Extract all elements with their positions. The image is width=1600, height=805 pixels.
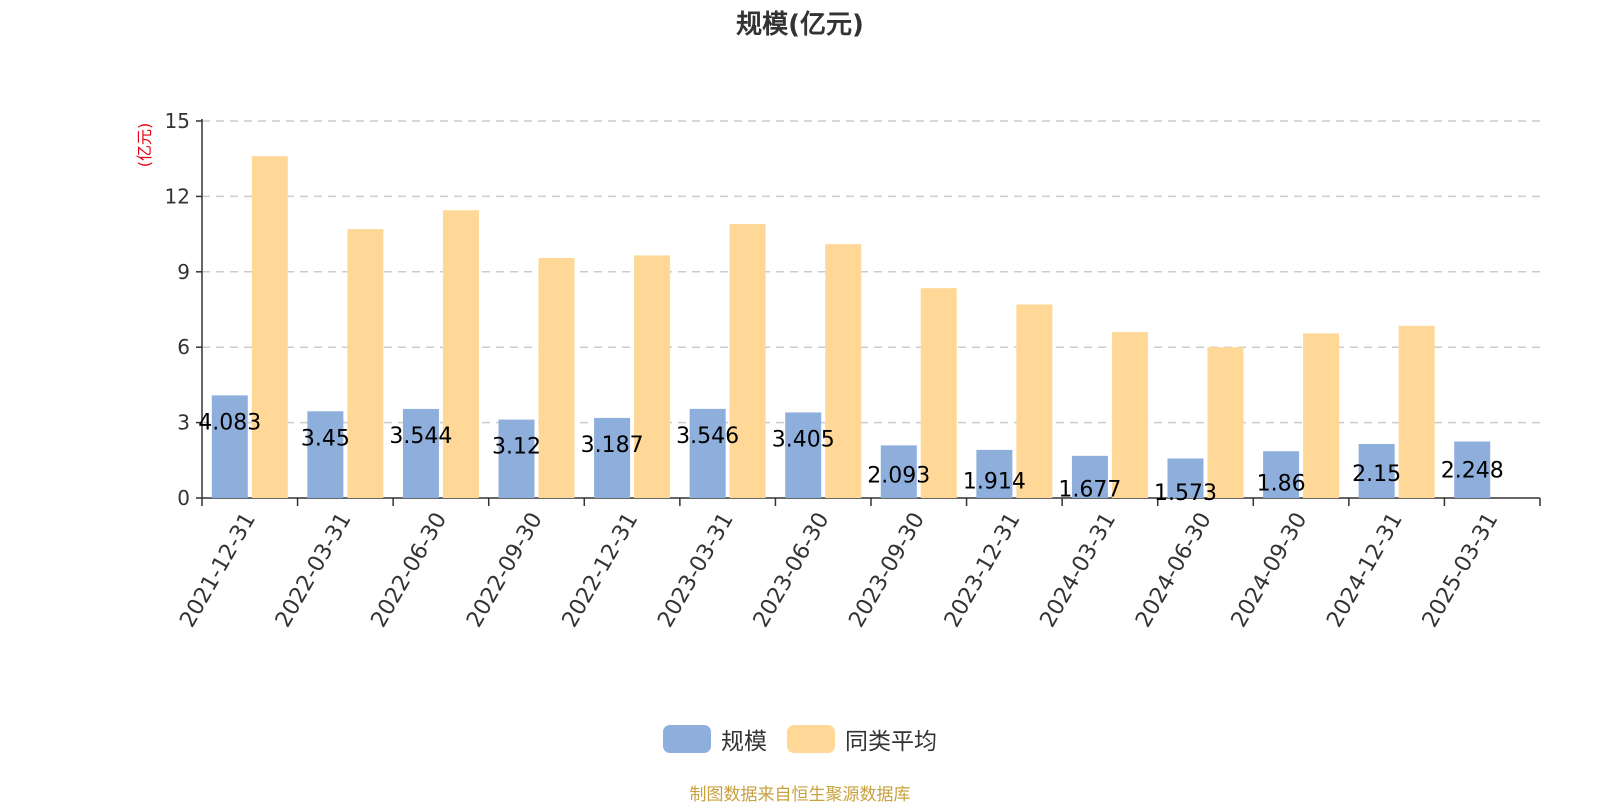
x-tick-label: 2022-12-31 (558, 509, 644, 632)
data-label-scale: 4.083 (198, 410, 261, 435)
x-tick-label: 2022-06-30 (367, 509, 453, 632)
legend-label-peer-average: 同类平均 (845, 729, 937, 755)
x-tick-label: 2024-03-31 (1036, 509, 1122, 632)
x-tick-label: 2025-03-31 (1418, 509, 1504, 632)
x-tick-label: 2023-06-30 (749, 509, 835, 632)
x-tick-label: 2023-12-31 (940, 509, 1026, 632)
legend-item-peer-average[interactable]: 同类平均 (787, 722, 937, 756)
chart-title: 规模(亿元) (736, 10, 864, 40)
data-label-scale: 2.15 (1352, 462, 1401, 487)
y-tick-label: 6 (177, 335, 190, 359)
x-tick-label: 2023-03-31 (653, 509, 739, 632)
x-tick-label: 2024-09-30 (1227, 509, 1313, 632)
bar-scale (880, 445, 917, 498)
data-label-scale: 3.187 (581, 433, 644, 458)
data-label-scale: 1.914 (963, 470, 1026, 495)
y-axis-unit-label: (亿元) (135, 123, 154, 168)
bar-scale (307, 411, 344, 498)
y-tick-label: 3 (177, 411, 190, 435)
data-label-scale: 2.093 (867, 464, 930, 489)
data-label-scale: 3.546 (676, 424, 739, 449)
x-tick-label: 2024-06-30 (1131, 509, 1217, 632)
y-tick-label: 12 (165, 184, 190, 208)
bar-peer-average (634, 255, 671, 498)
data-label-scale: 3.544 (389, 424, 452, 449)
bar-peer-average (1207, 347, 1244, 498)
legend-item-scale[interactable]: 规模 (663, 722, 767, 756)
bar-peer-average (729, 224, 766, 498)
bar-peer-average (825, 244, 862, 498)
bar-scale (1167, 458, 1204, 498)
x-tick-label: 2022-09-30 (462, 509, 548, 632)
data-label-scale: 2.248 (1441, 459, 1504, 484)
bar-scale (785, 412, 822, 498)
bar-peer-average (347, 229, 384, 498)
bar-peer-average (442, 210, 479, 498)
data-label-scale: 1.677 (1058, 477, 1121, 502)
y-tick-label: 15 (165, 109, 190, 133)
data-label-scale: 3.405 (772, 427, 835, 452)
bar-scale (1263, 451, 1300, 498)
legend: 规模 同类平均 (0, 722, 1600, 756)
bar-peer-average (251, 156, 288, 499)
x-tick-label: 2023-09-30 (844, 509, 930, 632)
bar-scale (1454, 441, 1491, 498)
bar-peer-average (1111, 332, 1148, 498)
x-tick-label: 2024-12-31 (1322, 509, 1408, 632)
bar-peer-average (1303, 333, 1340, 498)
x-tick-label: 2021-12-31 (175, 509, 261, 632)
bar-scale (498, 419, 535, 498)
bar-scale (402, 408, 439, 498)
source-note: 制图数据来自恒生聚源数据库 (689, 785, 911, 805)
bar-scale (1358, 443, 1395, 498)
data-label-scale: 1.86 (1257, 471, 1306, 496)
legend-swatch-peer-average (787, 725, 835, 753)
bar-scale (594, 417, 631, 498)
bar-peer-average (538, 257, 575, 498)
bar-scale (1071, 455, 1108, 498)
bar-scale (689, 408, 726, 498)
data-label-scale: 1.573 (1154, 481, 1217, 506)
x-tick-label: 2022-03-31 (271, 509, 357, 632)
bar-scale (211, 395, 248, 498)
bar-peer-average (1016, 304, 1053, 498)
legend-label-scale: 规模 (721, 729, 767, 755)
y-tick-label: 9 (177, 260, 190, 284)
data-label-scale: 3.45 (301, 426, 350, 451)
y-tick-label: 0 (177, 486, 190, 510)
data-label-scale: 3.12 (492, 435, 541, 460)
bar-scale (976, 449, 1013, 498)
bar-peer-average (1398, 325, 1435, 498)
bar-peer-average (920, 288, 957, 498)
legend-swatch-scale (663, 725, 711, 753)
